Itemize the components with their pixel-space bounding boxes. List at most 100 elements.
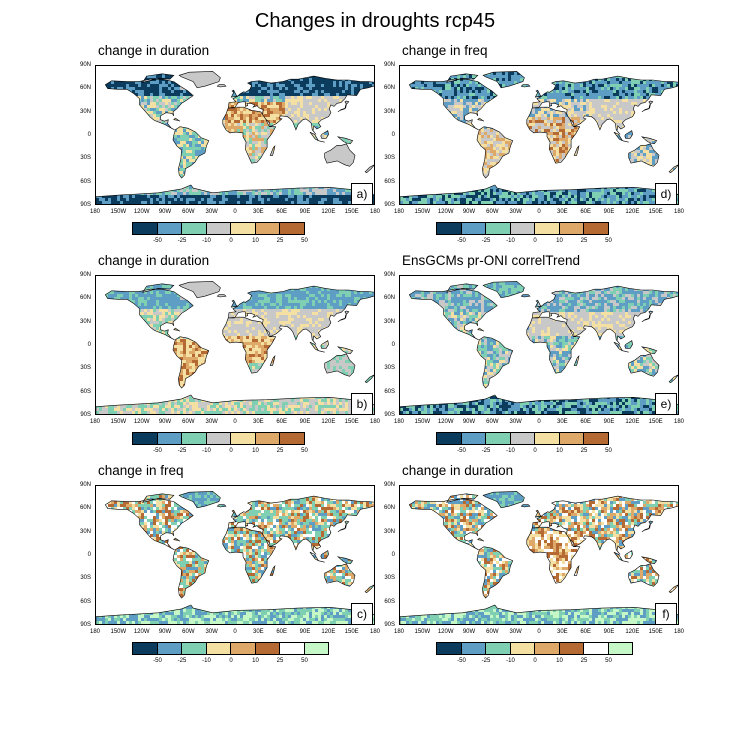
latitude-tick-label: 30S [73,155,91,161]
map-frame [95,65,375,205]
latitude-tick-label: 90S [377,202,395,208]
labelbar [132,432,305,445]
map-panel-d: change in freq 90N 60N 30N 0 30S 60S 90S 180 150W… [384,43,699,245]
panel-tag: c) [351,603,373,625]
labelbar-swatch [509,222,535,235]
longitude-tick-label: 120W [130,419,154,425]
latitude-tick-label: 90S [73,202,91,208]
longitude-tick-label: 150E [340,629,364,635]
longitude-tick-label: 30E [246,419,270,425]
longitude-tick-label: 90W [153,419,177,425]
labelbar-label: 0 [219,448,243,454]
labelbar-swatch [607,642,633,655]
longitude-tick-label: 30E [550,209,574,215]
longitude-tick-label: 120W [130,629,154,635]
longitude-tick-label: 180 [83,209,107,215]
panel-title: change in duration [98,43,209,58]
map-a [96,71,374,204]
labelbar-label: -50 [146,658,170,664]
latitude-tick-label: 30N [73,529,91,535]
labelbar-swatch [303,642,329,655]
longitude-tick-label: 180 [667,629,691,635]
labelbar-swatch [460,432,486,445]
labelbar-swatch [436,642,462,655]
panel-tag: d) [655,183,677,205]
panel-title: change in duration [402,463,513,478]
labelbar-label: 0 [219,238,243,244]
labelbar-label: -10 [195,658,219,664]
labelbar-label: 0 [523,238,547,244]
latitude-tick-label: 30N [377,109,395,115]
latitude-tick-label: 60N [377,295,395,301]
labelbar-swatch [460,222,486,235]
labelbar-swatch [436,432,462,445]
latitude-tick-label: 0 [377,342,395,348]
longitude-tick-label: 30W [200,209,224,215]
map-frame [95,485,375,625]
labelbar-swatch [205,642,231,655]
longitude-tick-label: 90E [597,419,621,425]
longitude-tick-label: 150E [340,419,364,425]
labelbar-swatch [254,432,280,445]
longitude-tick-label: 120E [316,629,340,635]
labelbar-label: 50 [293,448,317,454]
map-b [96,281,374,414]
latitude-tick-label: 90N [73,482,91,488]
labelbar-label: -10 [499,658,523,664]
latitude-tick-label: 60N [377,85,395,91]
labelbar-label: 50 [597,658,621,664]
latitude-tick-label: 0 [377,552,395,558]
latitude-tick-label: 0 [73,132,91,138]
longitude-tick-label: 120E [620,209,644,215]
longitude-tick-label: 90W [457,419,481,425]
longitude-tick-label: 150W [106,629,130,635]
latitude-tick-label: 60N [377,505,395,511]
longitude-tick-label: 150W [106,419,130,425]
longitude-tick-label: 150E [644,209,668,215]
longitude-tick-label: 180 [83,629,107,635]
longitude-tick-label: 90E [597,629,621,635]
latitude-tick-label: 90S [377,622,395,628]
labelbar-swatch [534,432,560,445]
longitude-tick-label: 150W [410,419,434,425]
longitude-tick-label: 90E [293,419,317,425]
map-frame [95,275,375,415]
labelbar-label: 25 [268,658,292,664]
longitude-tick-label: 0 [527,629,551,635]
labelbar-swatch [205,432,231,445]
longitude-tick-label: 30W [504,419,528,425]
longitude-tick-label: 0 [527,209,551,215]
labelbar-swatch [132,642,158,655]
longitude-tick-label: 30E [246,209,270,215]
longitude-tick-label: 180 [83,419,107,425]
labelbar-label: 10 [548,238,572,244]
labelbar-label: -25 [474,448,498,454]
longitude-tick-label: 0 [223,419,247,425]
labelbar [132,642,329,655]
labelbar-label: -50 [450,658,474,664]
labelbar-swatch [254,222,280,235]
labelbar-swatch [509,432,535,445]
longitude-tick-label: 60E [270,629,294,635]
longitude-tick-label: 60W [480,419,504,425]
longitude-tick-label: 60E [270,419,294,425]
labelbar-label: -50 [146,448,170,454]
map-frame [399,65,679,205]
latitude-tick-label: 90S [377,412,395,418]
latitude-tick-label: 60S [377,389,395,395]
panel-title: change in freq [402,43,488,58]
labelbar-swatch [181,432,207,445]
longitude-tick-label: 60W [176,419,200,425]
latitude-tick-label: 90N [73,62,91,68]
latitude-tick-label: 90N [73,272,91,278]
latitude-tick-label: 30S [377,575,395,581]
panel-tag: e) [655,393,677,415]
latitude-tick-label: 30S [377,155,395,161]
labelbar-label: 50 [293,238,317,244]
labelbar-label: -25 [474,238,498,244]
labelbar-label: -25 [170,238,194,244]
labelbar-swatch [558,642,584,655]
labelbar-label: 25 [572,658,596,664]
latitude-tick-label: 60N [73,295,91,301]
longitude-tick-label: 60E [270,209,294,215]
